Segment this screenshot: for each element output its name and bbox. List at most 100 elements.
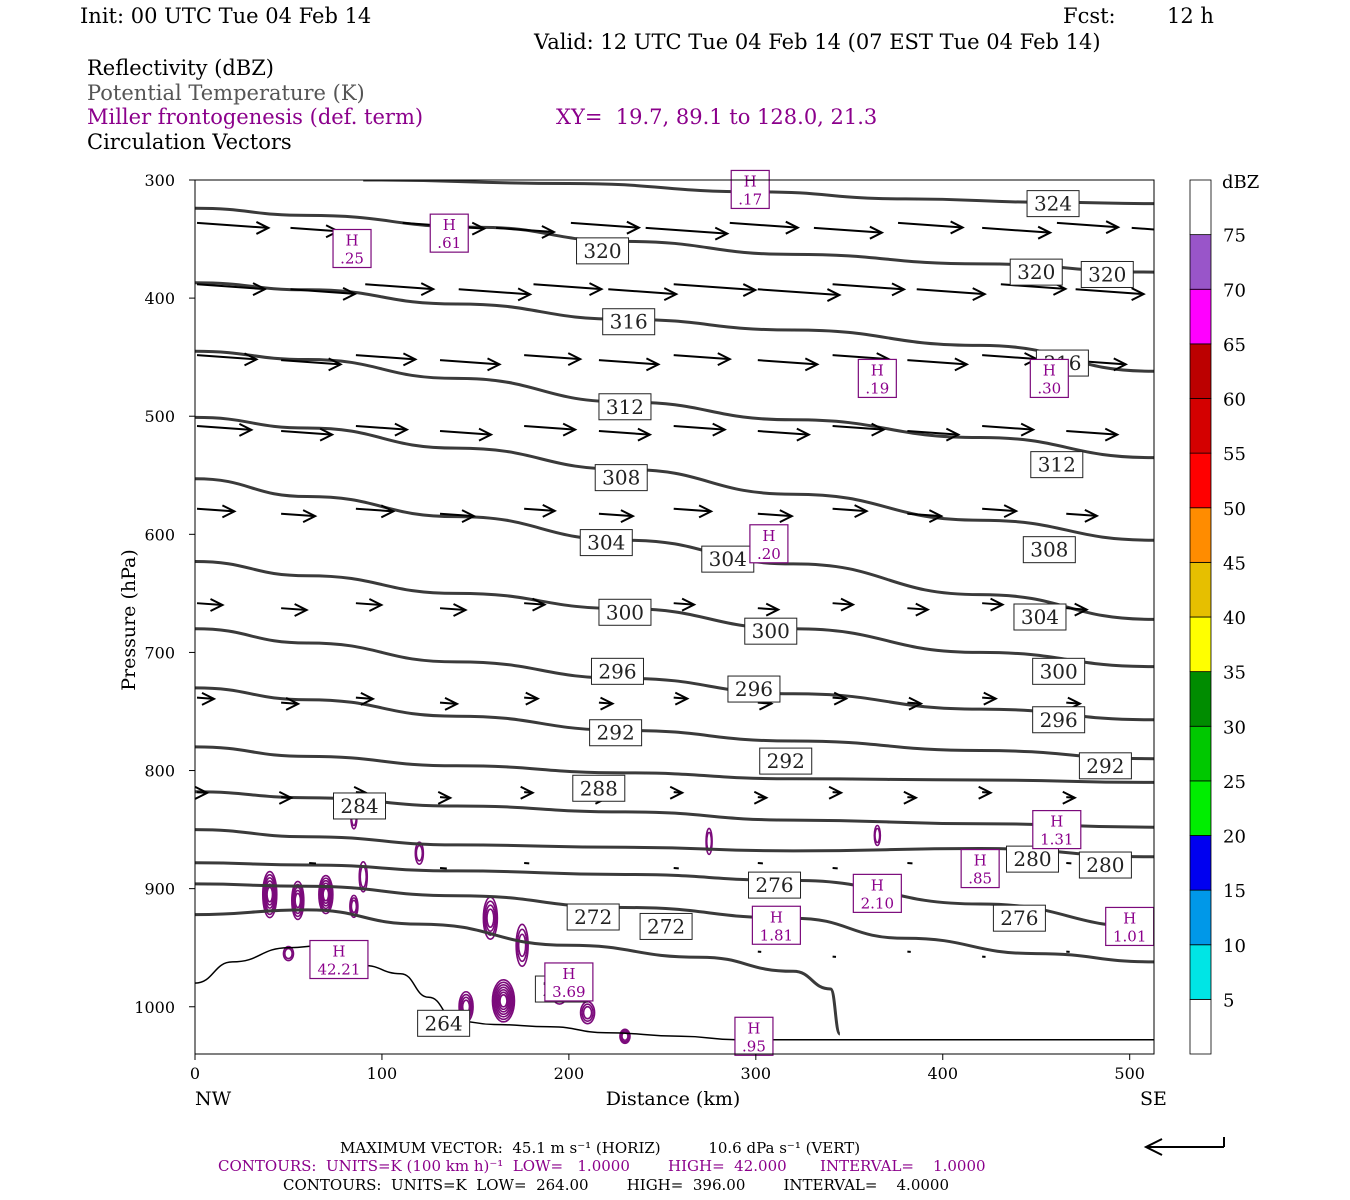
isentrope-308 [195,415,1154,542]
se-label: SE [1140,1088,1167,1110]
colorbar-level: 30 [1223,717,1246,738]
frontogenesis-contour [291,880,305,921]
vector-arrow [570,220,642,235]
vector-arrow [290,224,341,239]
vector-arrow [196,598,225,612]
frontogenesis-max-value: 3.69 [552,983,585,1001]
frontogenesis-max-value: .17 [738,190,762,208]
contour-labels: 3243203203203163163123123083083043043043… [333,190,1134,1037]
contour-label: 304 [587,531,625,555]
x-axis-title: Distance (km) [606,1088,741,1110]
vector-arrow [1066,427,1120,442]
vector-arrow [196,352,259,367]
frontogenesis-contour [282,945,295,962]
footer-contours-theta: CONTOURS: UNITS=K LOW= 264.00 HIGH= 396.… [283,1176,949,1194]
contour-label: 308 [602,466,640,490]
vector-arrow [673,691,690,706]
colorbar-bin [1189,998,1212,1055]
contour-label: 296 [1040,708,1078,732]
frontogenesis-max-value: 42.21 [317,961,360,979]
frontogenesis-max-label: H [332,943,345,961]
frontogenesis-max-box [309,939,369,980]
contour-label-box [598,598,652,626]
vector-arrow [907,427,961,442]
plot-frame [194,179,1155,1055]
isentrope-268 [195,908,842,1036]
footer-max-vector: MAXIMUM VECTOR: 45.1 m s⁻¹ (HORIZ) 10.6 … [340,1139,861,1157]
colorbar-level: 15 [1223,881,1246,902]
contour-label-box [417,1009,471,1037]
vector-arrow [1066,602,1089,617]
x-tick-label: 200 [554,1064,585,1083]
vector-arrow [439,357,502,372]
contour-label-box [602,308,656,336]
contour-label: 304 [1021,605,1059,629]
frontogenesis-max-label: H [1123,909,1136,927]
frontogenesis-contour [621,1031,629,1042]
vector-arrow [496,225,557,239]
colorbar-bin [1189,725,1212,782]
vector-arrow [439,696,460,711]
frontogenesis-max-value: 1.01 [1113,927,1146,945]
frontogenesis-max-label: H [871,876,884,894]
vector-arrow [281,603,309,617]
contour-label-box [1030,451,1084,479]
isentrope-304 [195,477,1154,621]
contour-label: 308 [1030,538,1068,562]
frontogenesis-max-box [1029,358,1069,399]
contour-label-box [748,871,802,899]
vector-arrow [598,509,636,523]
vector-arrow [757,427,812,442]
contour-label: 272 [647,914,685,938]
vector-arrow [439,509,477,523]
colorbar-level: 60 [1223,390,1246,411]
vector-arrow [278,790,294,805]
frontogenesis-max-box [852,873,902,913]
vector-arrow [520,785,535,800]
contour-label: 276 [755,873,793,897]
frontogenesis-contour [415,844,424,862]
contour-label-box [1032,657,1086,685]
contour-label-box [598,393,652,421]
frontogenesis-contour [517,933,527,958]
isentrope-296 [195,627,1154,722]
vector-arrow [196,221,271,235]
frontogenesis-contour [358,861,369,893]
frontogenesis-contour [516,928,528,963]
colorbar-level: 5 [1223,990,1234,1011]
contour-label: 272 [574,905,612,929]
isentrope-316 [195,281,1154,373]
vector-arrow [290,286,358,301]
frontogenesis-contour [414,841,425,866]
contour-label-box [1022,536,1076,564]
frontogenesis-max-value: .61 [437,234,461,252]
frontogenesis-max-box [751,905,801,945]
frontogenesis-contour [320,882,332,907]
vector-arrow [669,785,685,800]
x-tick-label: 400 [927,1064,958,1083]
frontogenesis-max-value: .85 [968,870,992,888]
vector-arrow [813,225,885,240]
colorbar-bin [1189,452,1212,509]
frontogenesis-contour [494,984,513,1018]
vector-arrow [907,602,931,617]
isentrope-276 [195,861,1154,930]
vector-arrow [533,282,604,296]
frontogenesis-contour [291,883,304,918]
contour-label: 288 [580,776,618,800]
colorbar-bin [1189,889,1212,946]
contour-label: 296 [598,659,636,683]
frontogenesis-contour [350,899,358,914]
isentrope-280 [195,828,1154,859]
colorbar-level: 10 [1223,936,1246,957]
frontogenesis-contour [620,1029,630,1043]
vector-arrow [196,504,237,519]
contour-label-box [333,792,387,820]
contour-label-box [744,617,798,645]
y-tick-label: 700 [144,643,175,662]
frontogenesis-max-label: H [1043,361,1056,379]
frontogenesis-max-value: .95 [742,1037,766,1055]
frontogenesis-contour [319,879,332,910]
vector-arrow [196,422,254,437]
vector-arrow [439,603,468,617]
